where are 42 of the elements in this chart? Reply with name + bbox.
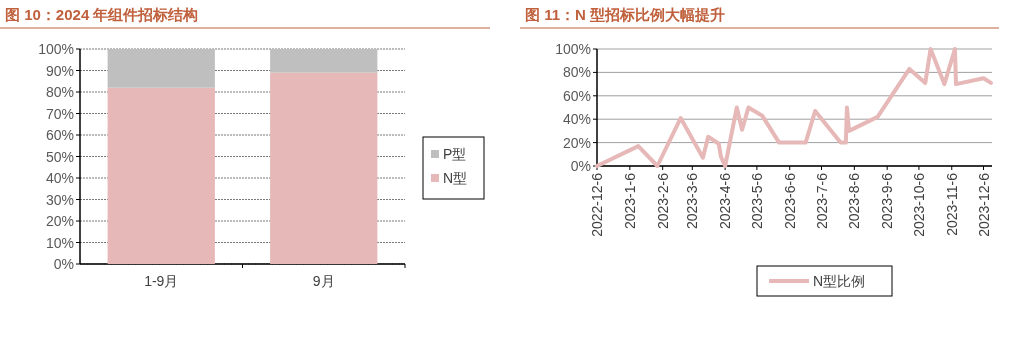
- x-tick-label: 1-9月: [144, 273, 179, 289]
- y-tick-label: 100%: [555, 41, 591, 57]
- x-tick-label: 2023-6-6: [781, 172, 798, 230]
- x-tick-label: 2023-11-6: [943, 172, 960, 236]
- line-series: [595, 47, 993, 168]
- x-tick-label: 2023-3-6: [684, 172, 701, 230]
- y-tick-label: 70%: [45, 105, 74, 122]
- y-tick-label: 60%: [45, 127, 74, 143]
- legend-label: P型: [443, 146, 467, 162]
- y-tick-label: 90%: [45, 62, 74, 79]
- x-tick-label: 9月: [312, 273, 335, 289]
- x-tick-label: 2023-4-6: [717, 172, 734, 230]
- x-tick-label: 2023-9-6: [879, 172, 896, 230]
- legend-label: N型比例: [813, 273, 866, 289]
- x-tick-label: 2023-2-6: [654, 172, 671, 230]
- y-tick-label: 80%: [562, 64, 591, 81]
- legend-label: N型: [443, 170, 468, 186]
- x-tick-label: 2023-5-6: [748, 172, 765, 230]
- x-tick-label: 2023-7-6: [813, 172, 830, 230]
- y-tick-label: 40%: [45, 170, 74, 186]
- y-tick-label: 80%: [45, 84, 74, 100]
- y-tick-label: 0%: [570, 158, 591, 174]
- bar: [270, 49, 378, 73]
- y-tick-label: 20%: [45, 213, 74, 229]
- y-tick-label: 20%: [562, 134, 591, 151]
- bar: [107, 87, 215, 264]
- bar: [107, 49, 215, 88]
- x-tick-label: 2022-12-6: [589, 172, 605, 237]
- chart-title: 图 11：N 型招标比例大幅提升: [525, 6, 726, 23]
- y-tick-label: 0%: [53, 256, 74, 272]
- y-tick-label: 10%: [45, 234, 74, 251]
- y-tick-label: 60%: [562, 87, 591, 104]
- x-tick-label: 2023-12-6: [975, 172, 992, 237]
- y-tick-label: 30%: [45, 191, 74, 208]
- x-tick-label: 2023-1-6: [621, 172, 638, 230]
- chart-title: 图 10：2024 年组件招标结构: [5, 6, 199, 23]
- y-tick-label: 40%: [562, 111, 591, 128]
- y-tick-label: 50%: [45, 148, 74, 165]
- y-tick-label: 100%: [38, 41, 74, 57]
- x-tick-label: 2023-8-6: [846, 172, 863, 230]
- bar: [270, 72, 378, 264]
- x-tick-label: 2023-10-6: [910, 172, 927, 237]
